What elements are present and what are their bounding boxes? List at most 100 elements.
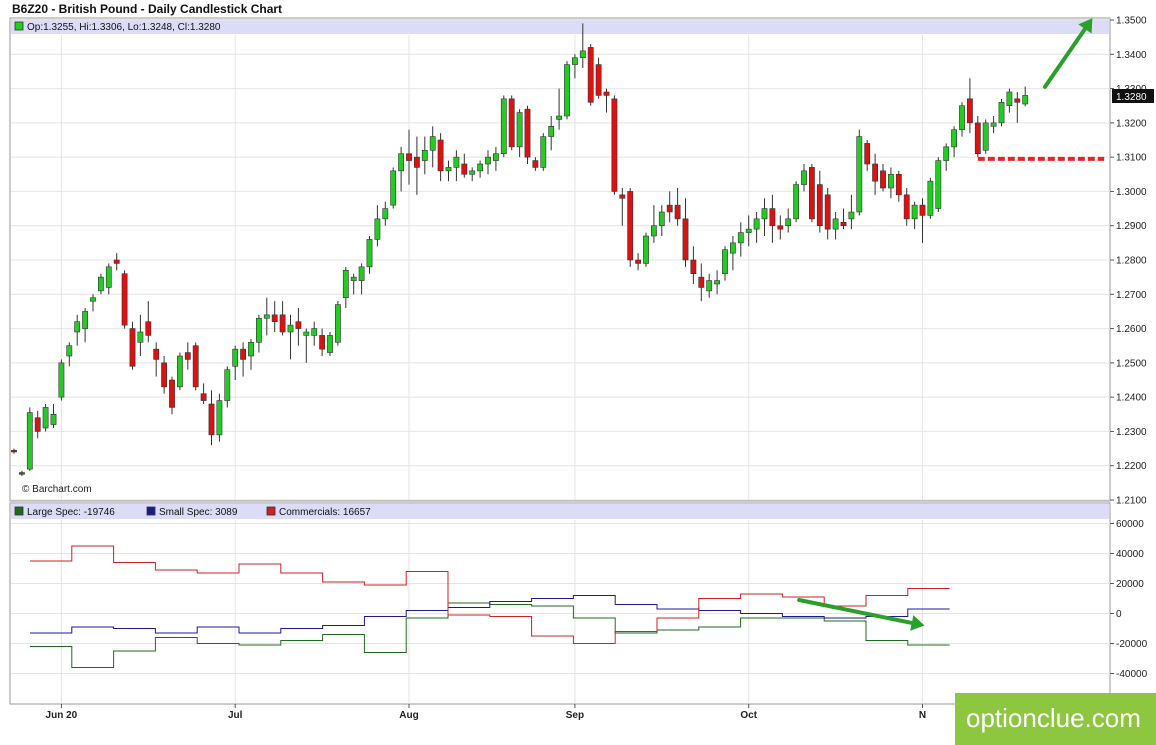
candle-body xyxy=(437,139,444,172)
candle-body xyxy=(327,335,333,353)
candle-body xyxy=(358,266,365,281)
candle-body xyxy=(350,276,357,281)
candle-body xyxy=(595,64,602,96)
cot-panel-frame xyxy=(9,502,1111,705)
cot-legend-label: Large Spec: -19746 xyxy=(27,507,115,518)
candle-body xyxy=(342,269,349,299)
candle-body xyxy=(682,218,689,261)
candle-body xyxy=(856,136,863,213)
price-y-tick-label: 1.2100 xyxy=(1116,496,1147,507)
last-price-label: 1.3280 xyxy=(1116,92,1147,103)
candle-body xyxy=(903,194,910,220)
cot-y-tick-label: 40000 xyxy=(1116,549,1144,560)
candle-body xyxy=(177,355,183,388)
candle-body xyxy=(477,163,483,172)
cot-legend-swatch xyxy=(146,506,156,516)
candle-body xyxy=(793,184,799,220)
candle-body xyxy=(26,412,33,470)
candle-body xyxy=(113,259,120,264)
candle-body xyxy=(382,208,389,220)
price-y-tick-label: 1.2300 xyxy=(1116,427,1147,438)
cot-y-tick-label: -20000 xyxy=(1116,639,1148,650)
candle-body xyxy=(880,170,886,189)
candle-body xyxy=(706,280,713,292)
candle-body xyxy=(161,362,167,388)
cot-y-tick-label: 0 xyxy=(1116,609,1122,620)
candle-body xyxy=(745,228,752,233)
candle-body xyxy=(816,184,823,227)
candle-body xyxy=(895,173,902,196)
cot-legend-swatch xyxy=(266,506,276,516)
candle-body xyxy=(619,194,626,199)
watermark-text: optionclue.com xyxy=(966,703,1141,733)
x-tick-label: Oct xyxy=(740,710,757,721)
candle-body xyxy=(579,50,586,59)
candle-body xyxy=(1014,98,1021,103)
candle-body xyxy=(492,153,499,161)
candle-body xyxy=(714,280,720,285)
candle-body xyxy=(184,352,191,360)
candle-body xyxy=(248,341,254,357)
candle-body xyxy=(121,273,128,326)
candle-body xyxy=(429,136,436,151)
candle-body xyxy=(508,98,515,148)
candle-body xyxy=(824,194,831,230)
candle-body xyxy=(564,64,570,117)
candle-body xyxy=(34,417,41,432)
cot-annotations xyxy=(797,598,925,631)
price-y-tick-label: 1.3400 xyxy=(1116,50,1147,61)
price-y-tick-label: 1.2200 xyxy=(1116,461,1147,472)
candle-body xyxy=(129,328,136,367)
candle-body xyxy=(722,249,728,275)
cot-header-bar xyxy=(11,504,1109,519)
candle-body xyxy=(532,160,539,168)
candle-body xyxy=(627,191,634,261)
candle-body xyxy=(935,160,942,209)
candle-body xyxy=(153,348,160,360)
candle-body xyxy=(224,369,231,401)
candle-body xyxy=(872,163,878,182)
candle-body xyxy=(287,324,294,333)
candle-body xyxy=(74,321,81,333)
price-y-tick-label: 1.2800 xyxy=(1116,256,1147,267)
price-y-tick-label: 1.3000 xyxy=(1116,187,1147,198)
x-tick-label: Sep xyxy=(566,710,584,721)
candle-body xyxy=(421,149,428,161)
ohlc-header-bar xyxy=(11,19,1109,34)
last-price-marker xyxy=(1112,89,1154,103)
candle-body xyxy=(516,112,523,148)
candle-body xyxy=(105,266,112,288)
candle-body xyxy=(927,180,934,216)
candle-body xyxy=(1006,91,1013,107)
candle-body xyxy=(966,98,973,124)
price-y-tick-label: 1.2600 xyxy=(1116,324,1147,335)
candle-body xyxy=(469,170,476,175)
candle-body xyxy=(761,208,768,220)
candle-body xyxy=(674,204,681,220)
candle-body xyxy=(808,167,815,220)
candle-body xyxy=(801,170,807,185)
candle-body xyxy=(232,348,239,367)
candle-body xyxy=(974,122,981,155)
candle-body xyxy=(556,115,562,120)
candle-body xyxy=(192,345,199,388)
candle-body xyxy=(366,239,373,268)
candle-body xyxy=(848,211,855,220)
candle-body xyxy=(635,259,641,264)
candle-body xyxy=(50,413,57,425)
candle-body xyxy=(777,225,784,230)
cot-legend-label: Small Spec: 3089 xyxy=(159,507,238,518)
candle-body xyxy=(982,122,989,151)
price-candles xyxy=(11,23,1029,476)
candle-body xyxy=(98,276,104,292)
x-tick-label: Jun 20 xyxy=(46,710,78,721)
candle-body xyxy=(42,407,49,429)
candle-body xyxy=(737,232,744,244)
candle-body xyxy=(650,225,657,237)
candle-body xyxy=(832,218,839,230)
candle-body xyxy=(666,204,673,213)
x-tick-label: Aug xyxy=(399,710,418,721)
trend-arrow-up-head xyxy=(1078,18,1093,34)
candle-body xyxy=(311,328,318,336)
ohlc-legend-swatch xyxy=(14,21,24,31)
